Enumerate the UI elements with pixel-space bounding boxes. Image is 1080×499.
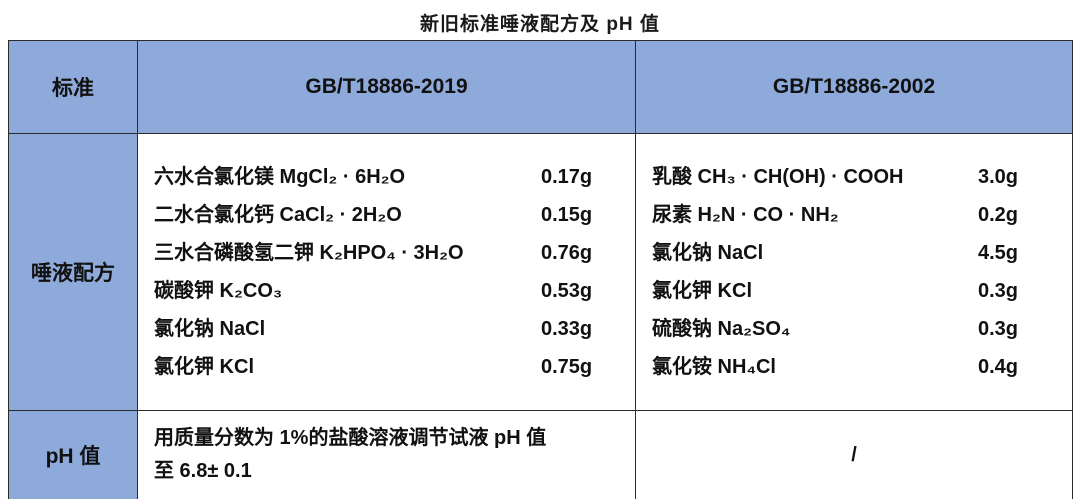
ingredient-amount: 0.76g xyxy=(541,242,593,264)
ingredient-name: 氯化钠 NaCl xyxy=(652,242,764,264)
ingredient-row: 三水合磷酸氢二钾 K₂HPO₄ · 3H₂O 0.76g xyxy=(154,234,621,272)
ingredient-amount: 4.5g xyxy=(978,242,1019,264)
ph-row-label: pH 值 xyxy=(8,410,138,499)
ingredient-row: 二水合氯化钙 CaCl₂ · 2H₂O 0.15g xyxy=(154,196,621,234)
ingredient-amount: 0.75g xyxy=(541,356,593,378)
ingredient-name: 碳酸钾 K₂CO₃ xyxy=(154,280,283,302)
ingredient-amount: 0.4g xyxy=(978,356,1019,378)
ingredient-name: 氯化铵 NH₄Cl xyxy=(652,356,776,378)
ingredient-row: 氯化铵 NH₄Cl 0.4g xyxy=(652,348,1058,386)
ingredient-row: 乳酸 CH₃ · CH(OH) · COOH 3.0g xyxy=(652,158,1058,196)
ingredient-row: 六水合氯化镁 MgCl₂ · 6H₂O 0.17g xyxy=(154,158,621,196)
ph-cell-gb2019: 用质量分数为 1%的盐酸溶液调节试液 pH 值 至 6.8± 0.1 xyxy=(137,410,636,499)
ingredient-name: 氯化钠 NaCl xyxy=(154,318,266,340)
ingredient-name: 乳酸 CH₃ · CH(OH) · COOH xyxy=(652,166,904,188)
ingredient-amount: 0.3g xyxy=(978,318,1019,340)
ingredient-row: 氯化钾 KCl 0.75g xyxy=(154,348,621,386)
ingredient-row: 尿素 H₂N · CO · NH₂ 0.2g xyxy=(652,196,1058,234)
ingredient-name: 三水合磷酸氢二钾 K₂HPO₄ · 3H₂O xyxy=(154,242,464,264)
formula-row: 唾液配方 六水合氯化镁 MgCl₂ · 6H₂O 0.17g 二水合氯化钙 Ca… xyxy=(8,133,1073,411)
ingredient-amount: 0.53g xyxy=(541,280,593,302)
saliva-formula-table: 标准 GB/T18886-2019 GB/T18886-2002 唾液配方 六水… xyxy=(8,40,1073,499)
ingredient-amount: 0.17g xyxy=(541,166,593,188)
ingredient-name: 二水合氯化钙 CaCl₂ · 2H₂O xyxy=(154,204,402,226)
ph-instruction-line-2: 至 6.8± 0.1 xyxy=(154,460,252,482)
ph-instruction-line-1: 用质量分数为 1%的盐酸溶液调节试液 pH 值 xyxy=(154,427,547,449)
ingredient-amount: 0.2g xyxy=(978,204,1019,226)
header-cell-gb2002: GB/T18886-2002 xyxy=(635,40,1073,134)
table-header-row: 标准 GB/T18886-2019 GB/T18886-2002 xyxy=(8,40,1073,134)
ingredient-row: 碳酸钾 K₂CO₃ 0.53g xyxy=(154,272,621,310)
ingredient-name: 硫酸钠 Na₂SO₄ xyxy=(652,318,791,340)
ph-row: pH 值 用质量分数为 1%的盐酸溶液调节试液 pH 值 至 6.8± 0.1 … xyxy=(8,410,1073,499)
ingredient-name: 氯化钾 KCl xyxy=(652,280,752,302)
ingredient-amount: 0.15g xyxy=(541,204,593,226)
ingredient-row: 氯化钾 KCl 0.3g xyxy=(652,272,1058,310)
formula-cell-gb2019: 六水合氯化镁 MgCl₂ · 6H₂O 0.17g 二水合氯化钙 CaCl₂ ·… xyxy=(137,133,636,411)
formula-cell-gb2002: 乳酸 CH₃ · CH(OH) · COOH 3.0g 尿素 H₂N · CO … xyxy=(635,133,1073,411)
ingredient-row: 氯化钠 NaCl 4.5g xyxy=(652,234,1058,272)
ingredient-row: 硫酸钠 Na₂SO₄ 0.3g xyxy=(652,310,1058,348)
ingredient-name: 六水合氯化镁 MgCl₂ · 6H₂O xyxy=(154,166,406,188)
ingredient-amount: 3.0g xyxy=(978,166,1019,188)
page-title: 新旧标准唾液配方及 pH 值 xyxy=(420,14,660,35)
ingredient-name: 尿素 H₂N · CO · NH₂ xyxy=(652,204,839,226)
ingredient-amount: 0.33g xyxy=(541,318,593,340)
header-cell-gb2019: GB/T18886-2019 xyxy=(137,40,636,134)
header-cell-standard: 标准 xyxy=(8,40,138,134)
ingredient-row: 氯化钠 NaCl 0.33g xyxy=(154,310,621,348)
formula-row-label: 唾液配方 xyxy=(8,133,138,411)
ph-cell-gb2002: / xyxy=(635,410,1073,499)
ingredient-name: 氯化钾 KCl xyxy=(154,356,254,378)
ingredient-amount: 0.3g xyxy=(978,280,1019,302)
